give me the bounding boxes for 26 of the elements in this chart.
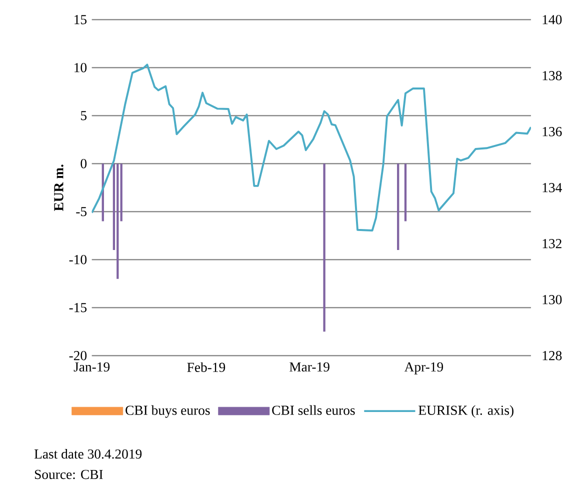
y-tick-label: 10 [74, 62, 87, 72]
x-tick-label: Apr-19 [404, 362, 444, 374]
y2-tick-label: 136 [542, 126, 562, 136]
legend-label: CBI buys euros [126, 405, 210, 418]
line-series [92, 64, 531, 232]
x-tick-label: Feb-19 [187, 362, 226, 372]
y-tick-label: -5 [76, 206, 87, 216]
y2-tick-label: 130 [542, 294, 562, 304]
y2-tick-label: 134 [542, 182, 562, 192]
x-tick-label: Jan-19 [74, 362, 110, 372]
y2-tick-label: 140 [542, 14, 562, 24]
text: Last date 30.4.2019 [34, 448, 142, 459]
source-note: Source: CBI [34, 470, 103, 479]
y-tick-label: 15 [74, 14, 87, 24]
y-tick-label: 5 [81, 110, 87, 120]
y-axis-title: EUR m. [54, 164, 64, 211]
y-tick-label: -20 [69, 350, 87, 360]
y2-tick-label: 128 [542, 350, 562, 360]
y-tick-label: -10 [69, 254, 87, 264]
y2-tick-label: 138 [542, 70, 562, 80]
x-tick-label: Mar-19 [290, 362, 330, 372]
y-tick-label: -15 [69, 302, 87, 312]
legend-label: EURISK (r. axis) [418, 405, 514, 418]
y-tick-label: 0 [80, 158, 87, 168]
legend-label: CBI sells euros [272, 405, 355, 415]
y2-tick-label: 132 [542, 238, 562, 248]
